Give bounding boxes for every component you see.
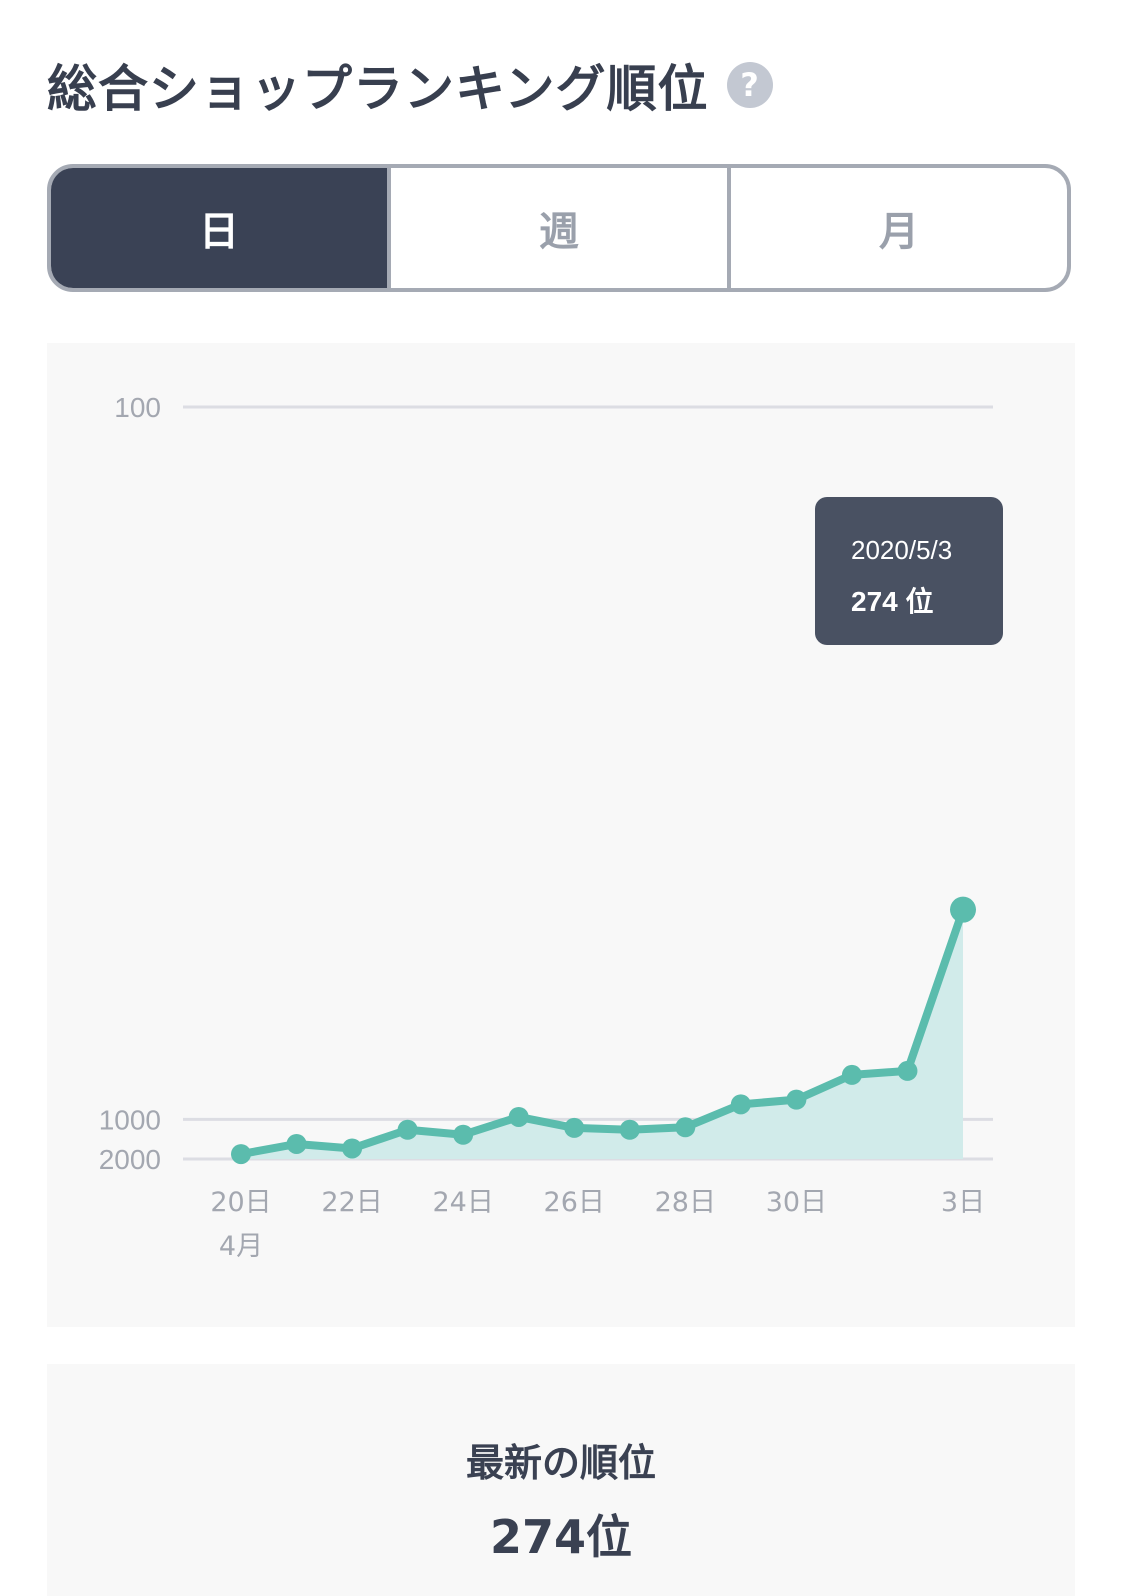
x-tick-label: 30日	[766, 1187, 827, 1218]
x-tick-label: 24日	[432, 1187, 493, 1218]
period-tabs: 日 週 月	[47, 164, 1071, 292]
ranking-chart-panel: 100 1000 2000 20日 4月 22日 24日 26日 28日 30日 3日 2020/5…	[47, 343, 1075, 1327]
y-tick-label: 100	[114, 392, 161, 423]
data-point	[453, 1124, 474, 1145]
highlight-point	[950, 896, 976, 923]
latest-rank-panel: 最新の順位 274位	[47, 1364, 1075, 1596]
tooltip-date: 2020/5/3	[851, 535, 953, 565]
data-point	[342, 1138, 363, 1159]
data-point	[397, 1119, 418, 1140]
latest-rank-value: 274位	[489, 1510, 633, 1564]
title-row: 総合ショップランキング順位 ?	[47, 50, 773, 120]
page-title: 総合ショップランキング順位	[47, 60, 709, 118]
data-point	[841, 1064, 862, 1085]
series-area	[241, 909, 963, 1159]
tab-week[interactable]: 週	[387, 168, 727, 288]
tab-month[interactable]: 月	[727, 168, 1067, 288]
help-icon[interactable]: ?	[726, 62, 773, 108]
x-tick-label: 26日	[544, 1187, 605, 1218]
x-tick-label: 20日	[210, 1187, 271, 1218]
x-tick-label: 22日	[321, 1187, 382, 1218]
data-point	[619, 1119, 640, 1140]
y-tick-label: 2000	[99, 1144, 161, 1175]
tooltip-value: 274 位	[851, 586, 934, 617]
data-point	[231, 1144, 251, 1165]
data-point	[564, 1117, 585, 1138]
ranking-chart: 100 1000 2000 20日 4月 22日 24日 26日 28日 30日 3日	[99, 392, 993, 1262]
tab-day[interactable]: 日	[51, 168, 387, 288]
x-tick-sublabel: 4月	[219, 1231, 263, 1262]
data-point	[786, 1089, 807, 1110]
data-point	[675, 1117, 696, 1138]
chart-tooltip: 2020/5/3 274 位	[815, 497, 1003, 645]
latest-rank-label: 最新の順位	[465, 1441, 656, 1485]
data-point	[730, 1094, 751, 1115]
x-tick-label: 3日	[941, 1187, 985, 1218]
x-tick-label: 28日	[655, 1187, 716, 1218]
y-tick-label: 1000	[99, 1104, 161, 1135]
data-point	[508, 1106, 529, 1127]
data-point	[897, 1060, 918, 1081]
data-point	[286, 1133, 307, 1154]
